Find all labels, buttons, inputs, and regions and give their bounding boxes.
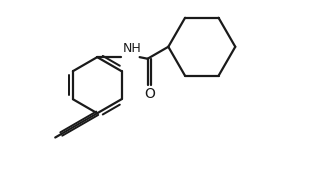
Text: NH: NH (122, 42, 141, 55)
Text: O: O (144, 87, 155, 101)
